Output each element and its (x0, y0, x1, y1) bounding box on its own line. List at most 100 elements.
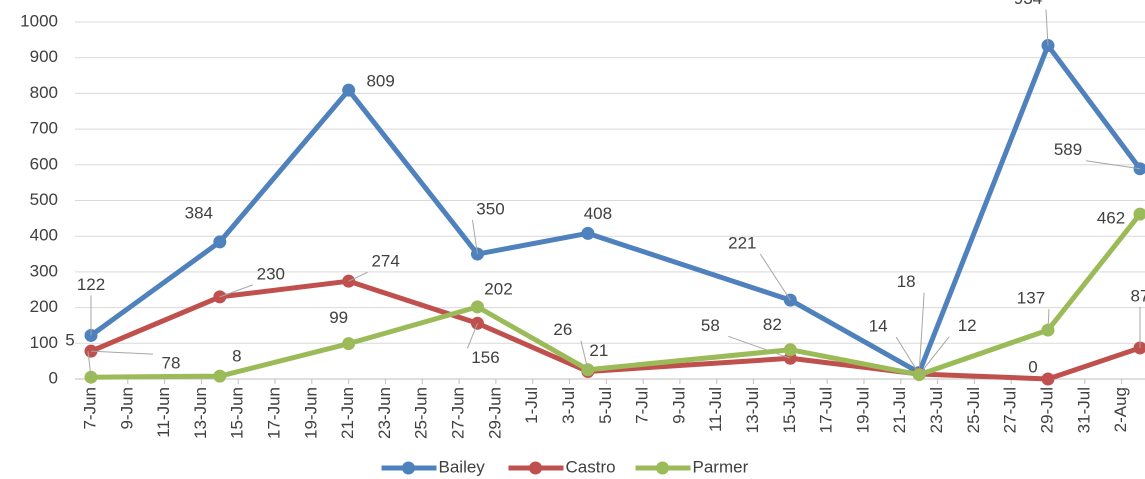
x-tick-label: 13-Jun (191, 387, 210, 439)
y-tick-label: 800 (30, 83, 58, 102)
x-tick-label: 5-Jul (596, 387, 615, 424)
x-tick-label: 9-Jun (117, 387, 136, 430)
legend-marker (529, 461, 542, 475)
point (1041, 372, 1055, 386)
point (470, 300, 484, 314)
leader-line (728, 335, 791, 359)
data-label: 82 (763, 315, 782, 334)
x-tick-label: 21-Jun (338, 387, 357, 439)
x-tick-label: 11-Jul (706, 387, 725, 432)
leader-line (895, 336, 920, 375)
y-tick-label: 100 (30, 333, 58, 352)
data-label: 18 (897, 272, 916, 291)
leader-line (580, 340, 589, 370)
data-label: 0 (1028, 357, 1037, 376)
x-tick-label: 7-Jun (80, 387, 99, 430)
x-tick-label: 15-Jul (780, 387, 799, 433)
data-label: 156 (471, 348, 499, 367)
x-tick-label: 29-Jun (485, 387, 504, 439)
x-tick-label: 7-Jul (633, 387, 652, 424)
data-label: 408 (584, 204, 612, 223)
y-tick-label: 200 (30, 297, 58, 316)
leader-line (1045, 9, 1049, 46)
data-label: 274 (371, 252, 399, 271)
point (783, 343, 797, 357)
x-tick-label: 9-Jul (669, 387, 688, 424)
x-tick-label: 19-Jun (301, 387, 320, 439)
x-tick-label: 21-Jul (890, 387, 909, 433)
y-tick-label: 700 (30, 119, 58, 138)
data-label: 58 (701, 316, 720, 335)
leader-line (348, 271, 368, 282)
data-label: 350 (476, 200, 504, 219)
y-tick-label: 900 (30, 47, 58, 66)
leader-line (918, 292, 925, 373)
point (342, 83, 356, 97)
data-label: 99 (329, 308, 348, 327)
x-tick-label: 3-Jul (559, 387, 578, 424)
data-label: 589 (1054, 140, 1082, 159)
point (213, 369, 227, 383)
x-tick-label: 31-Jul (1074, 387, 1093, 433)
y-tick-label: 300 (30, 261, 58, 280)
point (1133, 341, 1145, 355)
y-tick-label: 1000 (20, 11, 58, 30)
legend-label: Parmer (693, 457, 749, 476)
y-tick-label: 0 (49, 368, 58, 387)
x-tick-label: 23-Jun (375, 387, 394, 439)
data-label: 934 (1014, 0, 1042, 8)
y-tick-label: 600 (30, 154, 58, 173)
x-tick-label: 23-Jul (927, 387, 946, 433)
legend-label: Castro (566, 457, 616, 476)
legend-label: Bailey (439, 457, 486, 476)
x-tick-label: 1-Jul (522, 387, 541, 424)
data-label: 230 (257, 264, 285, 283)
leader-line (1047, 309, 1050, 331)
point (581, 226, 595, 240)
point (342, 337, 356, 351)
data-label: 5 (65, 331, 74, 350)
y-tick-label: 400 (30, 226, 58, 245)
data-label: 122 (77, 275, 105, 294)
leader-line (918, 336, 950, 376)
data-label: 87 (1131, 286, 1145, 305)
point (213, 235, 227, 249)
data-label: 14 (869, 316, 888, 335)
leader-line (90, 350, 154, 355)
x-tick-label: 11-Jun (154, 387, 173, 438)
x-tick-label: 17-Jun (265, 387, 284, 439)
x-tick-label: 25-Jul (964, 387, 983, 433)
data-label: 78 (162, 354, 181, 373)
x-tick-label: 27-Jun (449, 387, 468, 439)
leader-line (1085, 160, 1141, 170)
data-label: 12 (958, 316, 977, 335)
data-label: 26 (553, 320, 572, 339)
data-label: 202 (484, 279, 512, 298)
legend-marker (656, 461, 669, 475)
x-tick-label: 13-Jul (743, 387, 762, 433)
x-tick-label: 2-Aug (1111, 387, 1130, 432)
legend-marker (402, 461, 415, 475)
x-tick-label: 17-Jul (817, 387, 836, 433)
data-label: 809 (366, 72, 394, 91)
x-tick-label: 25-Jun (412, 387, 431, 439)
data-label: 384 (185, 203, 213, 222)
data-label: 462 (1097, 209, 1125, 228)
data-label: 221 (728, 234, 756, 253)
leader-line (219, 284, 253, 298)
leader-line (471, 219, 478, 255)
leader-line (759, 253, 791, 301)
data-label: 8 (232, 347, 241, 366)
data-label: 137 (1017, 289, 1045, 308)
point (1133, 207, 1145, 221)
x-tick-label: 19-Jul (853, 387, 872, 433)
leader-line (87, 351, 92, 378)
series-line (90, 278, 1141, 382)
y-tick-label: 500 (30, 190, 58, 209)
x-tick-label: 15-Jun (228, 387, 247, 439)
series-line (89, 43, 1143, 376)
x-tick-label: 29-Jul (1037, 387, 1056, 433)
x-tick-label: 27-Jul (1001, 387, 1020, 433)
data-label: 21 (589, 341, 608, 360)
